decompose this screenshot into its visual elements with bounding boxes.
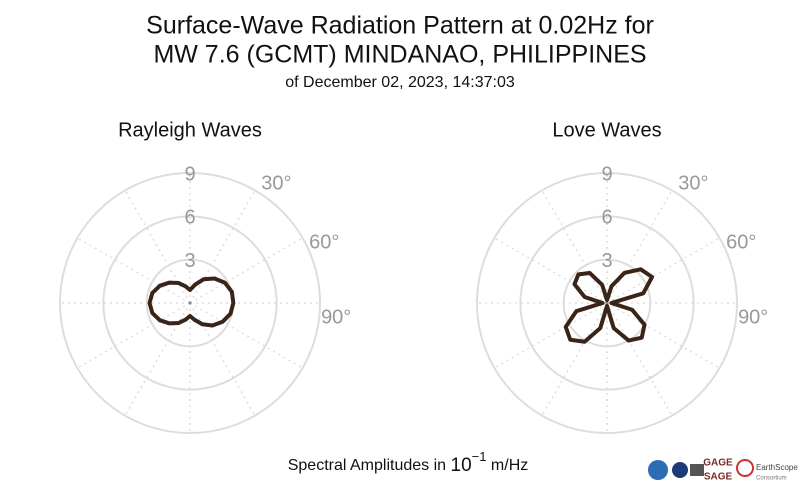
angular-grid-line: [124, 302, 191, 416]
angular-grid-line: [189, 237, 303, 304]
angular-grid-line: [541, 302, 608, 416]
angle-tick-label: 30°: [261, 172, 291, 194]
footnote: Spectral Amplitudes in 10−1 m/Hz: [288, 449, 529, 476]
logo-usgs: [690, 464, 704, 476]
footnote-text: Spectral Amplitudes in: [288, 457, 446, 474]
angular-grid-line: [189, 302, 256, 416]
footnote-base: 10: [451, 455, 472, 476]
title-line: MW 7.6 (GCMT) MINDANAO, PHILIPPINES: [153, 41, 646, 69]
center-dot: [188, 301, 192, 305]
angular-grid-line: [124, 190, 191, 304]
radial-grid-circle: [519, 215, 695, 391]
subtitle: of December 02, 2023, 14:37:03: [285, 74, 515, 91]
radial-grid-circle: [59, 172, 321, 434]
radial-tick-label: 6: [184, 207, 195, 229]
angular-grid-line: [77, 237, 191, 304]
logo-consortium: Consortium: [756, 476, 787, 482]
angle-tick-label: 60°: [309, 231, 339, 253]
logo-sage: SAGE: [704, 472, 733, 483]
logo-earthscope-mark: [736, 459, 754, 477]
logo-earthscope: EarthScope: [756, 463, 798, 472]
logo-nasa: [672, 462, 688, 478]
radial-tick-label: 3: [184, 250, 195, 272]
angular-grid-line: [494, 237, 608, 304]
radial-grid-circle: [476, 172, 738, 434]
angle-tick-label: 60°: [726, 231, 756, 253]
radial-tick-label: 9: [184, 163, 195, 185]
angular-grid-line: [606, 190, 673, 304]
angle-tick-label: 90°: [738, 307, 768, 329]
logo-nsf: [648, 460, 668, 480]
angular-grid-line: [606, 302, 673, 416]
radial-tick-label: 9: [601, 163, 612, 185]
title-line: Surface-Wave Radiation Pattern at 0.02Hz…: [146, 12, 654, 40]
angle-tick-label: 90°: [321, 307, 351, 329]
footnote-exponent: −1: [472, 449, 487, 464]
radial-grid-circle: [562, 258, 652, 348]
radial-tick-label: 3: [601, 250, 612, 272]
chart-title: Love Waves: [552, 119, 661, 141]
angular-grid-line: [494, 302, 608, 369]
radiation-pattern: [147, 276, 236, 328]
radial-tick-label: 6: [601, 207, 612, 229]
angular-grid-line: [541, 190, 608, 304]
angular-grid-line: [77, 302, 191, 369]
logo-gage: GAGE: [703, 458, 733, 469]
angular-grid-line: [606, 302, 720, 369]
center-dot: [605, 301, 609, 305]
chart-title: Rayleigh Waves: [118, 119, 262, 141]
angular-grid-line: [189, 190, 256, 304]
radiation-pattern: [563, 267, 655, 344]
angular-grid-line: [606, 237, 720, 304]
angle-tick-label: 30°: [678, 172, 708, 194]
angular-grid-line: [189, 302, 303, 369]
footnote-unit: m/Hz: [491, 457, 528, 474]
radial-grid-circle: [102, 215, 278, 391]
logos: GAGE SAGE EarthScope Consortium: [648, 458, 798, 483]
